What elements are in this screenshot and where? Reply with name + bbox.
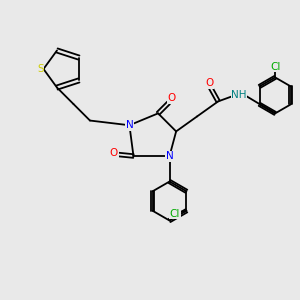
Text: O: O bbox=[110, 148, 118, 158]
Text: O: O bbox=[167, 93, 176, 103]
Text: Cl: Cl bbox=[270, 62, 280, 72]
Text: O: O bbox=[205, 78, 213, 88]
Text: Cl: Cl bbox=[170, 209, 180, 219]
Text: S: S bbox=[37, 64, 44, 74]
Text: N: N bbox=[166, 151, 173, 161]
Text: NH: NH bbox=[231, 90, 247, 100]
Text: N: N bbox=[125, 120, 133, 130]
